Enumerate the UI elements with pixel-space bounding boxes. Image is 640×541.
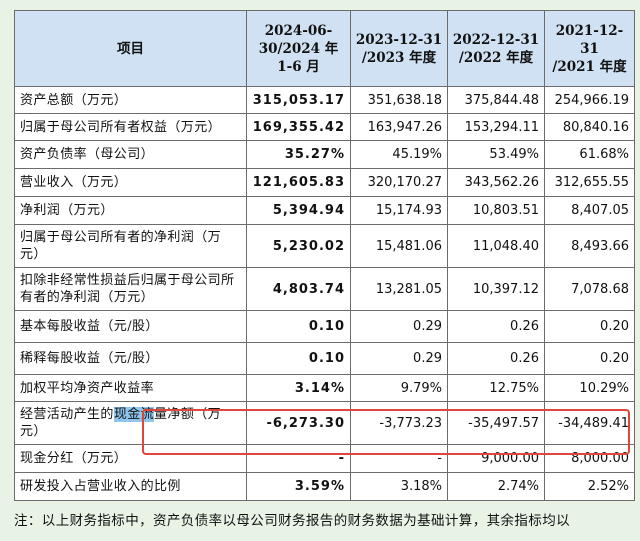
cell-2023: - [350, 444, 448, 473]
cell-2023: 0.29 [350, 342, 448, 375]
table-row: 资产总额（万元） 315,053.17 351,638.18 375,844.4… [14, 86, 635, 114]
cell-2023: -3,773.23 [350, 401, 448, 445]
row-label: 加权平均净资产收益率 [14, 374, 247, 402]
cell-2022: -35,497.57 [447, 401, 545, 445]
cell-2021: 0.20 [544, 342, 635, 375]
cell-2022: 10,397.12 [447, 267, 545, 311]
cell-2022: 12.75% [447, 374, 545, 402]
cell-2023: 9.79% [350, 374, 448, 402]
header-item: 项目 [14, 10, 247, 87]
header-2022-line2: /2022 年度 [458, 49, 534, 66]
cell-2021: 0.20 [544, 310, 635, 343]
header-2023: 2023-12-31 /2023 年度 [350, 10, 448, 87]
cell-2024h1: 3.59% [246, 472, 351, 501]
table-row: 稀释每股收益（元/股） 0.10 0.29 0.26 0.20 [14, 342, 635, 375]
cell-2023: 351,638.18 [350, 86, 448, 114]
cell-2021: 10.29% [544, 374, 635, 402]
cell-2024h1: 5,230.02 [246, 224, 351, 268]
row-label: 扣除非经常性损益后归属于母公司所有者的净利润（万元） [14, 267, 247, 311]
cell-2022: 343,562.26 [447, 168, 545, 197]
cell-2022: 9,000.00 [447, 444, 545, 473]
row-label: 净利润（万元） [14, 196, 247, 225]
cell-2023: 320,170.27 [350, 168, 448, 197]
cell-2022: 10,803.51 [447, 196, 545, 225]
header-2021-line1: 2021-12-31 [555, 22, 624, 57]
cell-2021: 8,407.05 [544, 196, 635, 225]
table-row: 现金分红（万元） - - 9,000.00 8,000.00 [14, 444, 635, 473]
table-row-cash-flow: 经营活动产生的现金流量净额（万元） -6,273.30 -3,773.23 -3… [14, 401, 635, 445]
row-label-pre: 经营活动产生的 [20, 407, 114, 422]
header-2022-line1: 2022-12-31 [452, 31, 540, 48]
header-2021: 2021-12-31 /2021 年度 [544, 10, 635, 87]
row-label: 归属于母公司所有者权益（万元） [14, 113, 247, 141]
cell-2023: 0.29 [350, 310, 448, 343]
cell-2022: 0.26 [447, 342, 545, 375]
cell-2024h1: -6,273.30 [246, 401, 351, 445]
cell-2024h1: - [246, 444, 351, 473]
header-2022: 2022-12-31 /2022 年度 [447, 10, 545, 87]
cell-2022: 11,048.40 [447, 224, 545, 268]
row-label: 现金分红（万元） [14, 444, 247, 473]
cell-2021: 61.68% [544, 140, 635, 169]
header-2023-line1: 2023-12-31 [355, 31, 443, 48]
cell-2023: 3.18% [350, 472, 448, 501]
header-2023-line2: /2023 年度 [361, 49, 437, 66]
row-label: 资产负债率（母公司） [14, 140, 247, 169]
row-label: 稀释每股收益（元/股） [14, 342, 247, 375]
row-label: 经营活动产生的现金流量净额（万元） [14, 401, 247, 445]
table-row: 研发投入占营业收入的比例 3.59% 3.18% 2.74% 2.52% [14, 472, 635, 501]
cell-2024h1: 5,394.94 [246, 196, 351, 225]
header-2021-line2: /2021 年度 [552, 58, 627, 75]
table-row: 扣除非经常性损益后归属于母公司所有者的净利润（万元） 4,803.74 13,2… [14, 267, 635, 311]
cell-2024h1: 0.10 [246, 310, 351, 343]
cell-2022: 53.49% [447, 140, 545, 169]
cell-2022: 0.26 [447, 310, 545, 343]
table-row: 归属于母公司所有者的净利润（万元） 5,230.02 15,481.06 11,… [14, 224, 635, 268]
cell-2021: 8,493.66 [544, 224, 635, 268]
row-label: 营业收入（万元） [14, 168, 247, 197]
header-2024h1: 2024-06- 30/2024 年 1-6 月 [246, 10, 351, 87]
cell-2024h1: 121,605.83 [246, 168, 351, 197]
cell-2021: 7,078.68 [544, 267, 635, 311]
cell-2021: -34,489.41 [544, 401, 635, 445]
cell-2023: 15,174.93 [350, 196, 448, 225]
row-label: 基本每股收益（元/股） [14, 310, 247, 343]
row-label: 研发投入占营业收入的比例 [14, 472, 247, 501]
cell-2021: 80,840.16 [544, 113, 635, 141]
cell-2024h1: 169,355.42 [246, 113, 351, 141]
table-row: 净利润（万元） 5,394.94 15,174.93 10,803.51 8,4… [14, 196, 635, 225]
cell-2023: 13,281.05 [350, 267, 448, 311]
cell-2024h1: 315,053.17 [246, 86, 351, 114]
cell-2024h1: 4,803.74 [246, 267, 351, 311]
cell-2021: 8,000.00 [544, 444, 635, 473]
header-row: 项目 2024-06- 30/2024 年 1-6 月 2023-12-31 /… [14, 10, 635, 87]
header-2024h1-line2: 30/2024 年 [258, 40, 339, 57]
cell-2021: 312,655.55 [544, 168, 635, 197]
cell-2021: 254,966.19 [544, 86, 635, 114]
table-row: 归属于母公司所有者权益（万元） 169,355.42 163,947.26 15… [14, 113, 635, 141]
cell-2024h1: 35.27% [246, 140, 351, 169]
cell-2024h1: 0.10 [246, 342, 351, 375]
cell-2023: 45.19% [350, 140, 448, 169]
footnote: 注：以上财务指标中，资产负债率以母公司财务报告的财务数据为基础计算，其余指标均以 [14, 513, 570, 529]
financial-indicators-table: 项目 2024-06- 30/2024 年 1-6 月 2023-12-31 /… [14, 10, 635, 501]
cell-2022: 2.74% [447, 472, 545, 501]
table-row: 营业收入（万元） 121,605.83 320,170.27 343,562.2… [14, 168, 635, 197]
highlighted-text: 现金流 [113, 407, 155, 422]
table-row: 资产负债率（母公司） 35.27% 45.19% 53.49% 61.68% [14, 140, 635, 169]
table-row: 基本每股收益（元/股） 0.10 0.29 0.26 0.20 [14, 310, 635, 343]
row-label: 归属于母公司所有者的净利润（万元） [14, 224, 247, 268]
financial-table-container: 项目 2024-06- 30/2024 年 1-6 月 2023-12-31 /… [14, 10, 635, 501]
row-label: 资产总额（万元） [14, 86, 247, 114]
cell-2021: 2.52% [544, 472, 635, 501]
cell-2023: 163,947.26 [350, 113, 448, 141]
header-2024h1-line1: 2024-06- [264, 22, 333, 39]
cell-2022: 153,294.11 [447, 113, 545, 141]
table-row: 加权平均净资产收益率 3.14% 9.79% 12.75% 10.29% [14, 374, 635, 402]
cell-2022: 375,844.48 [447, 86, 545, 114]
cell-2023: 15,481.06 [350, 224, 448, 268]
cell-2024h1: 3.14% [246, 374, 351, 402]
header-2024h1-line3: 1-6 月 [277, 58, 320, 75]
